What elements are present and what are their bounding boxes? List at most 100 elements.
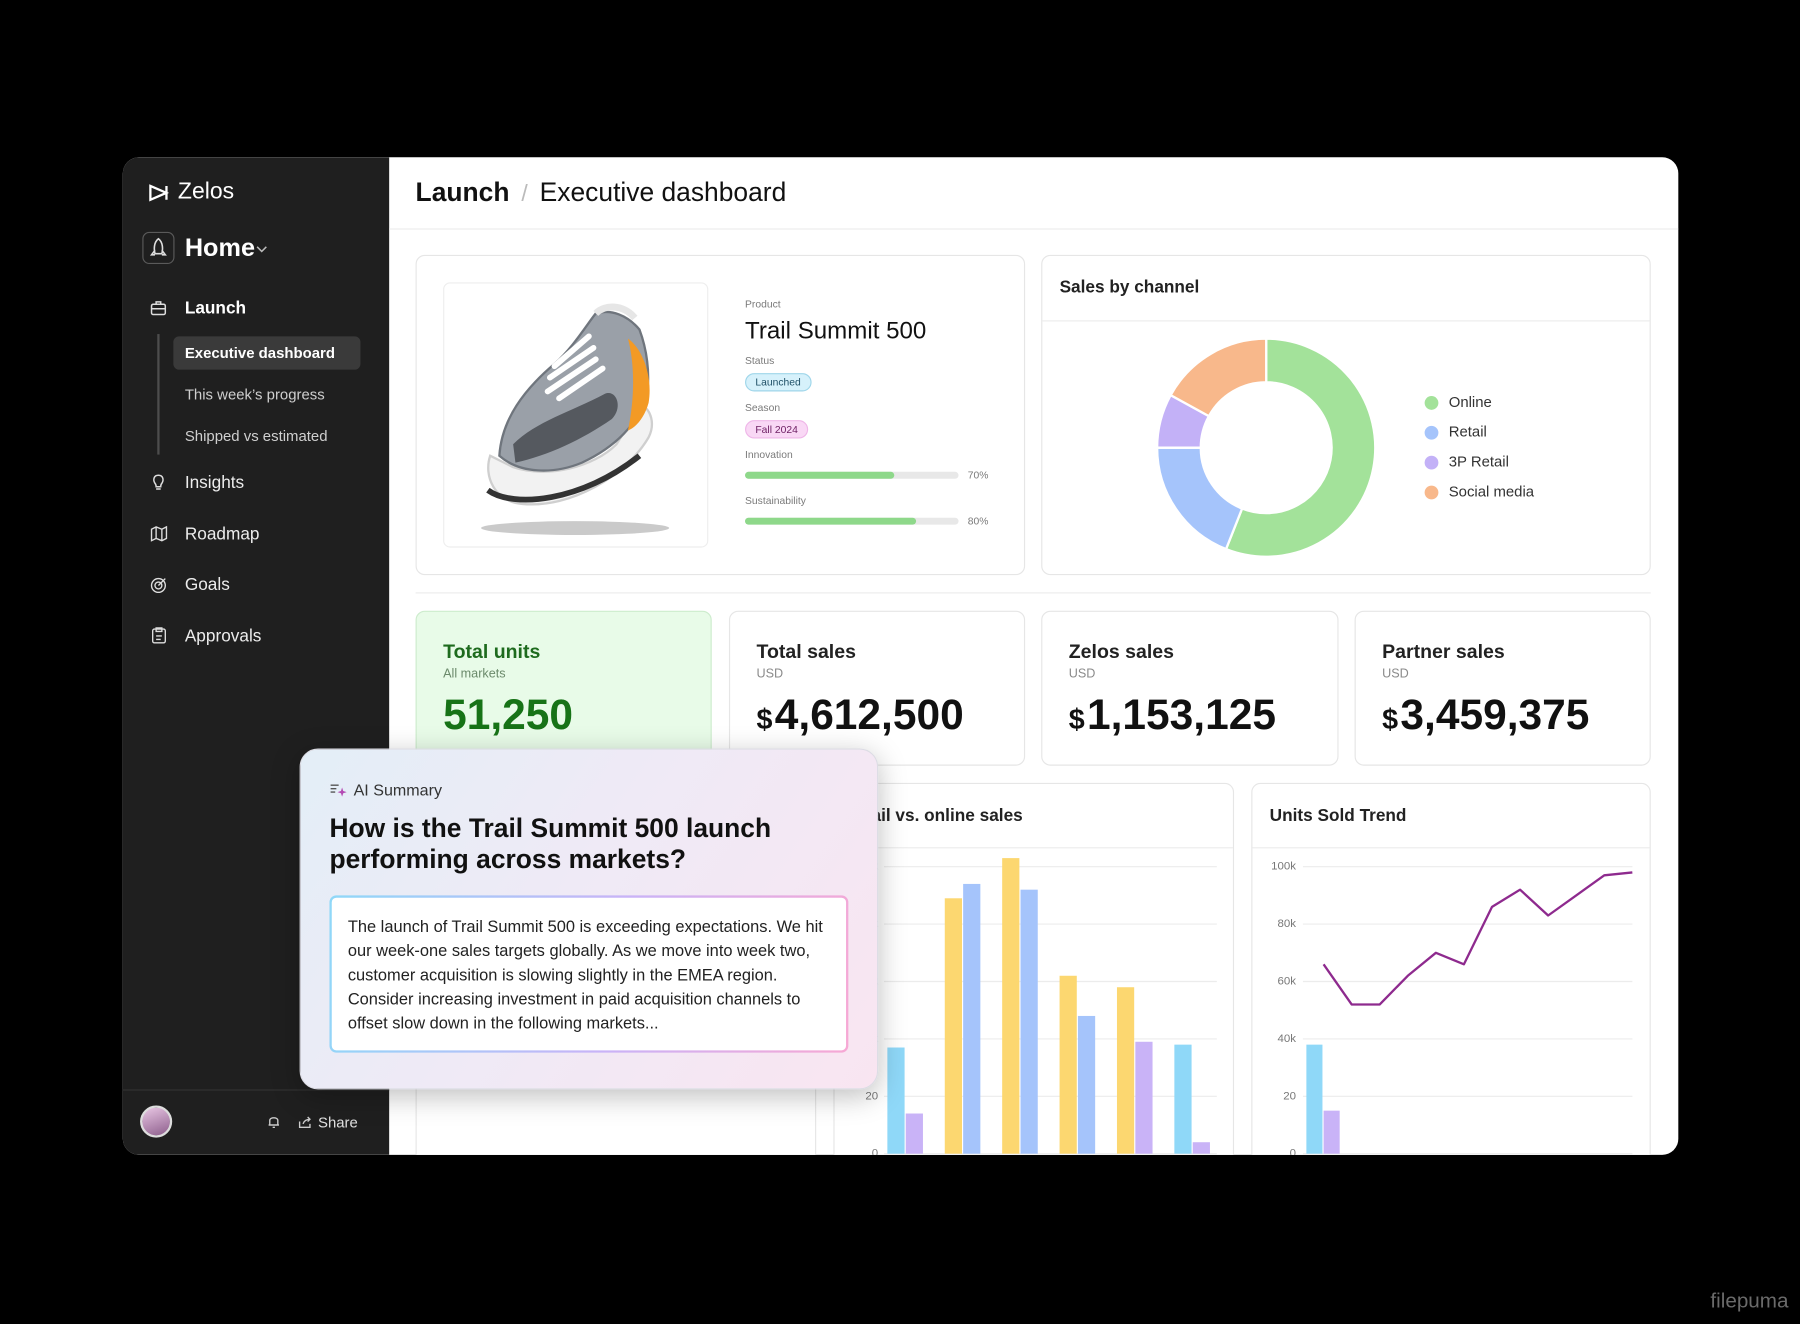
- kpi-value: 51,250: [443, 691, 574, 739]
- kpi-number: 1,153,125: [1087, 691, 1276, 739]
- legend-label: Retail: [1449, 424, 1487, 441]
- legend-swatch: [1424, 455, 1439, 470]
- status-badge: Launched: [745, 373, 812, 392]
- legend-label: 3P Retail: [1449, 454, 1509, 471]
- product-image: [443, 282, 709, 548]
- product-name: Trail Summit 500: [745, 317, 927, 345]
- kpi-subtitle: All markets: [443, 666, 506, 681]
- rocket-icon: [149, 237, 167, 256]
- kpi-card: [1354, 610, 1651, 766]
- kpi-value: $4,612,500: [757, 693, 964, 735]
- bar: [1116, 987, 1135, 1154]
- currency-symbol: $: [756, 703, 773, 736]
- launch-icon: [150, 301, 167, 316]
- chevron-icon: [256, 246, 267, 253]
- card-divider: [1252, 847, 1650, 849]
- kpi-card: [1041, 610, 1339, 766]
- nav-item[interactable]: Approvals: [184, 626, 262, 647]
- active-highlight: [173, 336, 361, 370]
- ai-summary-label: AI Summary: [353, 780, 442, 799]
- share-button[interactable]: Share: [317, 1113, 358, 1131]
- kpi-value: $1,153,125: [1069, 693, 1276, 735]
- progress-track: [745, 471, 959, 479]
- y-tick-label: 100k: [1271, 861, 1296, 873]
- kpi-number: 3,459,375: [1400, 691, 1590, 739]
- metric-value: 70%: [967, 469, 989, 481]
- workspace-name[interactable]: Home: [184, 233, 255, 262]
- breadcrumb-separator: /: [521, 181, 528, 207]
- bar: [887, 1047, 905, 1154]
- kpi-title: Total units: [443, 640, 541, 663]
- card-title: Retail vs. online sales: [843, 805, 1023, 826]
- breadcrumb: Launch / Executive dashboard: [415, 176, 787, 207]
- sidebar-divider: [122, 1089, 390, 1091]
- nav-item[interactable]: Launch: [184, 298, 247, 318]
- sparkle-icon: [330, 784, 347, 797]
- bar: [1323, 1110, 1340, 1154]
- kpi-value: $3,459,375: [1382, 693, 1589, 735]
- breadcrumb-section[interactable]: Launch: [415, 176, 510, 207]
- kpi-card: [728, 610, 1026, 766]
- bar: [1174, 1044, 1192, 1154]
- user-avatar[interactable]: [140, 1105, 173, 1138]
- nav-subitem[interactable]: Shipped vs estimated: [184, 427, 328, 445]
- pie-slice: [1169, 337, 1268, 418]
- ai-answer: The launch of Trail Summit 500 is exceed…: [331, 897, 847, 1051]
- metric-name: Sustainability: [745, 494, 806, 507]
- field-label: Status: [745, 354, 775, 367]
- insights-icon: [153, 474, 164, 490]
- kpi-subtitle: USD: [756, 666, 784, 681]
- currency-symbol: $: [1382, 703, 1399, 736]
- nav-subitem[interactable]: Executive dashboard: [184, 344, 335, 362]
- metric-value: 80%: [967, 515, 989, 527]
- kpi-number: 4,612,500: [774, 691, 964, 739]
- season-badge: Fall 2024: [745, 420, 809, 439]
- progress-fill: [745, 471, 895, 479]
- share-icon[interactable]: [298, 1116, 312, 1129]
- workspace-icon: [142, 231, 175, 265]
- header-divider: [389, 228, 1679, 230]
- goals-icon: [150, 577, 166, 594]
- nav-item[interactable]: Roadmap: [184, 524, 260, 545]
- bell-icon[interactable]: [267, 1115, 280, 1129]
- bar: [1135, 1041, 1153, 1154]
- legend-swatch: [1424, 485, 1439, 500]
- bar: [963, 883, 981, 1154]
- kpi-title: Zelos sales: [1068, 640, 1174, 663]
- nav-item[interactable]: Insights: [184, 472, 245, 493]
- roadmap-icon: [150, 525, 168, 542]
- breadcrumb-page: Executive dashboard: [539, 176, 787, 207]
- y-tick-label: 20: [1283, 1090, 1296, 1102]
- y-tick-label: 80k: [1278, 918, 1297, 930]
- kpi-title: Total sales: [756, 640, 856, 663]
- section-divider: [415, 592, 1651, 594]
- metric-name: Innovation: [745, 448, 793, 461]
- bar: [905, 1113, 923, 1154]
- field-label: Product: [745, 298, 781, 310]
- field-label: Season: [745, 401, 781, 414]
- bar: [1059, 975, 1077, 1154]
- brand-logo: [149, 184, 169, 202]
- pie-slice: [1224, 337, 1377, 558]
- legend-swatch: [1424, 396, 1439, 410]
- y-tick-label: 0: [872, 1148, 878, 1160]
- card-title: Units Sold Trend: [1269, 805, 1407, 826]
- approvals-icon: [151, 627, 166, 644]
- nav-subitem[interactable]: This week’s progress: [184, 385, 325, 403]
- kpi-subtitle: USD: [1068, 666, 1096, 681]
- bar: [1306, 1044, 1323, 1154]
- card-divider: [1042, 320, 1650, 322]
- card-divider: [834, 847, 1233, 849]
- kpi-subtitle: USD: [1382, 666, 1409, 681]
- watermark: filepuma: [1710, 1289, 1789, 1313]
- card-title: Sales by channel: [1059, 277, 1200, 298]
- currency-symbol: $: [1068, 703, 1085, 736]
- ai-answer-frame: The launch of Trail Summit 500 is exceed…: [329, 895, 849, 1053]
- line-series: [1322, 871, 1633, 1006]
- nav-item[interactable]: Goals: [184, 575, 230, 595]
